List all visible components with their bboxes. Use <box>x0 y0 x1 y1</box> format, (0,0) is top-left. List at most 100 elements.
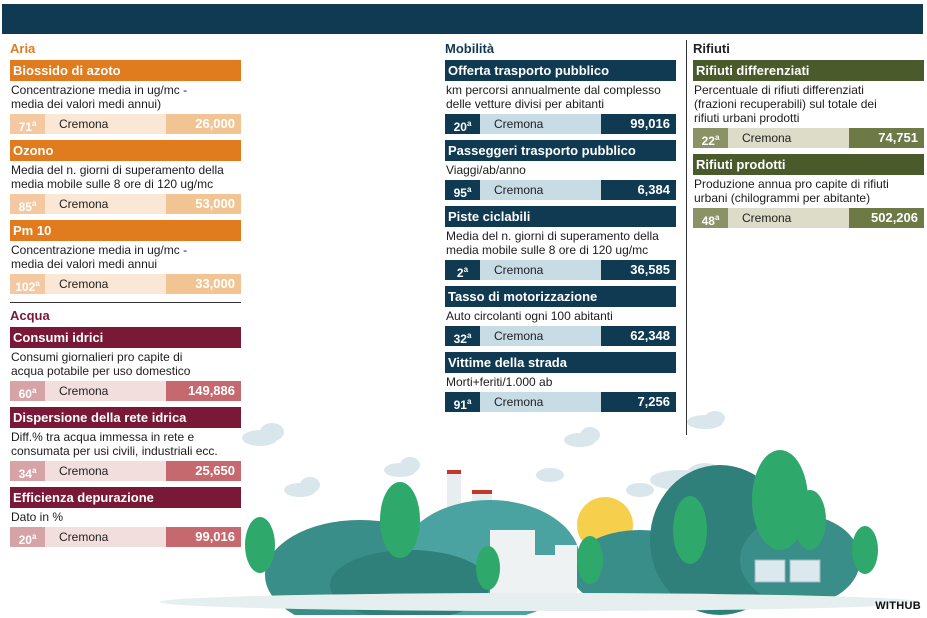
indicator-row: 20a Cremona 99,016 <box>10 527 241 547</box>
indicator-row: 85a Cremona 53,000 <box>10 194 241 214</box>
indicator-description: Concentrazione media in ug/mc - media de… <box>11 83 188 111</box>
indicator-title: Rifiuti prodotti <box>693 154 924 175</box>
city-name: Cremona <box>59 117 109 131</box>
column-divider <box>686 40 687 435</box>
city-name: Cremona <box>494 395 544 409</box>
rank-badge: 85a <box>10 194 45 214</box>
indicator-pm10: Pm 10 Concentrazione media in ug/mc - me… <box>10 220 241 294</box>
indicator-title: Pm 10 <box>10 220 241 241</box>
category-title-acqua: Acqua <box>10 308 50 323</box>
city-name: Cremona <box>494 263 544 277</box>
indicator-row: 91a Cremona 7,256 <box>445 392 676 412</box>
indicator-description: Diff.% tra acqua immessa in rete e consu… <box>11 430 218 458</box>
indicator-efficienza-depurazione: Efficienza depurazione Dato in % 20a Cre… <box>10 487 241 547</box>
indicator-value: 36,585 <box>601 260 676 280</box>
indicator-value: 7,256 <box>601 392 676 412</box>
indicator-ozono: Ozono Media del n. giorni di superamento… <box>10 140 241 214</box>
indicator-title: Passeggeri trasporto pubblico <box>445 140 676 161</box>
ground <box>160 593 920 611</box>
rank-badge: 20a <box>445 114 480 134</box>
indicator-title: Biossido di azoto <box>10 60 241 81</box>
rank-badge: 95a <box>445 180 480 200</box>
indicator-description: Produzione annua pro capite di rifiuti u… <box>694 177 889 205</box>
city-name: Cremona <box>59 197 109 211</box>
indicator-dispersione-rete-idrica: Dispersione della rete idrica Diff.% tra… <box>10 407 241 481</box>
indicator-row: 71a Cremona 26,000 <box>10 114 241 134</box>
indicator-row: 102a Cremona 33,000 <box>10 274 241 294</box>
indicator-title: Consumi idrici <box>10 327 241 348</box>
indicator-description: Percentuale di rifiuti differenziati (fr… <box>694 83 877 125</box>
city-name: Cremona <box>59 530 109 544</box>
indicator-value: 62,348 <box>601 326 676 346</box>
indicator-title: Ozono <box>10 140 241 161</box>
indicator-value: 502,206 <box>849 208 924 228</box>
indicator-offerta-trasporto-pubblico: Offerta trasporto pubblico km percorsi a… <box>445 60 676 134</box>
city-name: Cremona <box>494 329 544 343</box>
indicator-vittime-della-strada: Vittime della strada Morti+feriti/1.000 … <box>445 352 676 412</box>
indicator-description: Media del n. giorni di superamento della… <box>11 163 224 191</box>
indicator-value: 74,751 <box>849 128 924 148</box>
category-title-mobilita: Mobilità <box>445 41 495 56</box>
indicator-row: 22a Cremona 74,751 <box>693 128 924 148</box>
column-rifiuti: Rifiuti Rifiuti differenziati Percentual… <box>693 40 924 234</box>
indicator-description: Dato in % <box>11 510 64 524</box>
indicator-value: 149,886 <box>166 381 241 401</box>
city-landscape-illustration <box>160 411 920 615</box>
column-mobilita: Mobilità Offerta trasporto pubblico km p… <box>445 40 676 418</box>
column-aria-acqua: Aria Biossido di azoto Concentrazione me… <box>10 40 241 553</box>
header-banner <box>2 4 923 34</box>
indicator-value: 6,384 <box>601 180 676 200</box>
solar-panel-icon <box>754 559 821 583</box>
city-name: Cremona <box>59 464 109 478</box>
rank-badge: 71a <box>10 114 45 134</box>
indicator-description: Viaggi/ab/anno <box>446 163 526 177</box>
rank-badge: 48a <box>693 208 728 228</box>
indicator-title: Dispersione della rete idrica <box>10 407 241 428</box>
rank-badge: 22a <box>693 128 728 148</box>
indicator-description: Auto circolanti ogni 100 abitanti <box>446 309 613 323</box>
rank-badge: 34a <box>10 461 45 481</box>
tree-icon <box>245 450 878 590</box>
indicator-row: 20a Cremona 99,016 <box>445 114 676 134</box>
city-name: Cremona <box>494 117 544 131</box>
city-name: Cremona <box>494 183 544 197</box>
indicator-title: Rifiuti differenziati <box>693 60 924 81</box>
rank-badge: 91a <box>445 392 480 412</box>
rank-badge: 102a <box>10 274 45 294</box>
indicator-title: Tasso di motorizzazione <box>445 286 676 307</box>
city-name: Cremona <box>742 131 792 145</box>
indicator-description: Morti+feriti/1.000 ab <box>446 375 553 389</box>
indicator-description: Consumi giornalieri pro capite di acqua … <box>11 350 191 378</box>
indicator-rifiuti-differenziati: Rifiuti differenziati Percentuale di rif… <box>693 60 924 148</box>
section-separator <box>10 302 241 307</box>
indicator-value: 99,016 <box>166 527 241 547</box>
cloud-icon <box>242 411 725 497</box>
indicator-value: 53,000 <box>166 194 241 214</box>
indicator-value: 33,000 <box>166 274 241 294</box>
indicator-tasso-di-motorizzazione: Tasso di motorizzazione Auto circolanti … <box>445 286 676 346</box>
city-name: Cremona <box>742 211 792 225</box>
indicator-piste-ciclabili: Piste ciclabili Media del n. giorni di s… <box>445 206 676 280</box>
indicator-description: Concentrazione media in ug/mc - media de… <box>11 243 188 271</box>
indicator-title: Piste ciclabili <box>445 206 676 227</box>
indicator-row: 2a Cremona 36,585 <box>445 260 676 280</box>
indicator-row: 60a Cremona 149,886 <box>10 381 241 401</box>
credit-label: WITHUB <box>875 600 921 612</box>
indicator-value: 25,650 <box>166 461 241 481</box>
indicator-row: 32a Cremona 62,348 <box>445 326 676 346</box>
indicator-consumi-idrici: Consumi idrici Consumi giornalieri pro c… <box>10 327 241 401</box>
indicator-biossido-di-azoto: Biossido di azoto Concentrazione media i… <box>10 60 241 134</box>
indicator-title: Offerta trasporto pubblico <box>445 60 676 81</box>
indicator-row: 48a Cremona 502,206 <box>693 208 924 228</box>
indicator-title: Efficienza depurazione <box>10 487 241 508</box>
city-name: Cremona <box>59 277 109 291</box>
category-title-rifiuti: Rifiuti <box>693 41 730 56</box>
category-title-aria: Aria <box>10 41 36 56</box>
indicator-description: Media del n. giorni di superamento della… <box>446 229 659 257</box>
indicator-value: 99,016 <box>601 114 676 134</box>
indicator-row: 95a Cremona 6,384 <box>445 180 676 200</box>
rank-badge: 20a <box>10 527 45 547</box>
rank-badge: 32a <box>445 326 480 346</box>
indicator-value: 26,000 <box>166 114 241 134</box>
indicator-description: km percorsi annualmente dal complesso de… <box>446 83 661 111</box>
